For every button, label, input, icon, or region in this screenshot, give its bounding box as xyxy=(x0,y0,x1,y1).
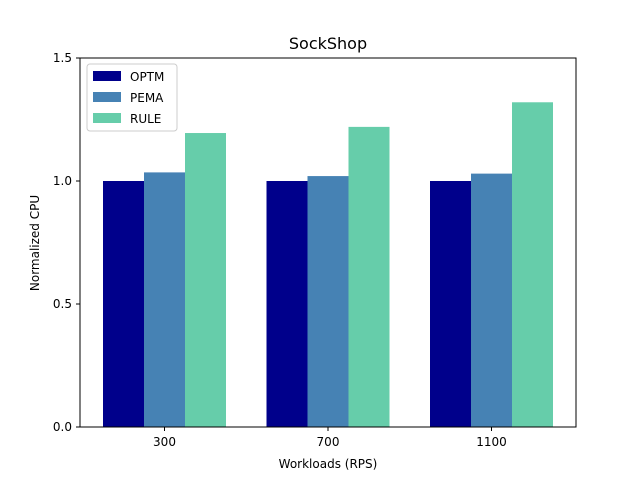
legend-swatch-pema xyxy=(93,92,121,102)
bar-optm-1100 xyxy=(430,181,471,427)
legend-swatch-optm xyxy=(93,71,121,81)
legend-label-pema: PEMA xyxy=(130,91,164,105)
bar-pema-300 xyxy=(144,172,185,427)
y-tick-label: 0.0 xyxy=(53,420,72,434)
x-tick-label: 700 xyxy=(317,435,340,449)
x-axis-label: Workloads (RPS) xyxy=(279,457,378,471)
x-tick-label: 1100 xyxy=(476,435,507,449)
chart-title: SockShop xyxy=(289,34,367,53)
bar-pema-700 xyxy=(307,176,349,427)
y-axis-label: Normalized CPU xyxy=(28,195,42,291)
y-tick-label: 1.5 xyxy=(53,51,72,65)
legend: OPTM PEMA RULE xyxy=(86,63,178,132)
bar-optm-700 xyxy=(266,181,308,427)
legend-label-optm: OPTM xyxy=(130,70,164,84)
y-tick-label: 0.5 xyxy=(53,297,72,311)
y-tick-label: 1.0 xyxy=(53,174,72,188)
legend-swatch-rule xyxy=(93,113,121,123)
legend-label-rule: RULE xyxy=(130,112,161,126)
bar-rule-1100 xyxy=(512,102,553,427)
bar-rule-700 xyxy=(348,126,390,427)
bar-pema-1100 xyxy=(471,173,512,427)
bar-optm-300 xyxy=(103,181,144,427)
plot-area: 0.0 0.5 1.0 1.5 300 700 1100 xyxy=(53,51,577,449)
bar-rule-300 xyxy=(185,133,226,427)
x-tick-label: 300 xyxy=(153,435,176,449)
